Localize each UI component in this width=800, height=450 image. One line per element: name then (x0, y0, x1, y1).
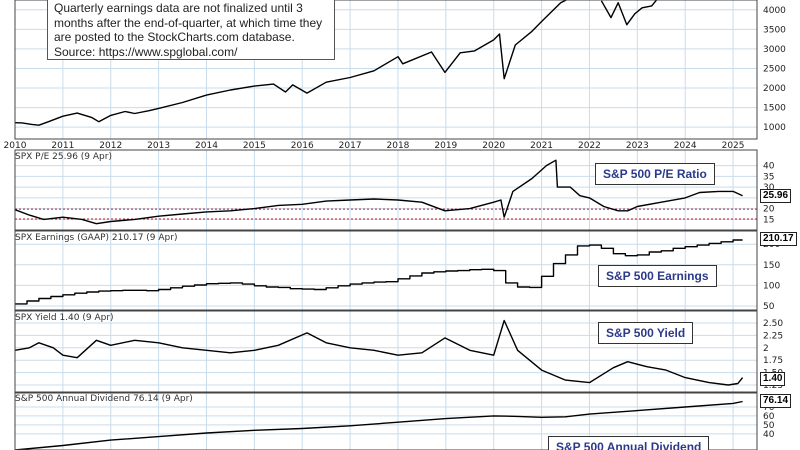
note-line: Quarterly earnings data are not finalize… (54, 1, 303, 15)
y-tick-label: 15 (763, 215, 774, 225)
dividend-last-value: 76.14 (760, 394, 792, 408)
y-tick-label: 60 (763, 412, 775, 422)
y-tick-label: 20 (763, 205, 775, 215)
x-tick-label: 2012 (99, 141, 122, 151)
yield-series-line (14, 319, 744, 386)
x-tick-label: 2013 (147, 141, 170, 151)
y-tick-label: 3500 (763, 25, 786, 35)
yield-last-value: 1.40 (760, 372, 786, 386)
x-tick-label: 2019 (434, 141, 457, 151)
x-tick-label: 2011 (51, 141, 74, 151)
y-tick-label: 1.75 (763, 356, 783, 366)
yield-panel-frame (14, 310, 758, 393)
earnings-series-line (15, 239, 743, 305)
earnings-note: Quarterly earnings data are not finalize… (47, 0, 335, 60)
x-tick-label: 2017 (339, 141, 362, 151)
earnings-last-value: 210.17 (760, 232, 797, 246)
x-tick-label: 2023 (626, 141, 649, 151)
y-tick-label: 2000 (763, 84, 786, 94)
y-tick-label: 2500 (763, 64, 786, 74)
y-tick-label: 40 (763, 162, 775, 172)
earnings-panel-label: S&P 500 Earnings (598, 265, 717, 287)
dividend-panel-label: S&P 500 Annual Dividend (548, 436, 710, 450)
x-tick-label: 2020 (482, 141, 505, 151)
note-line: months after the end-of-quarter, at whic… (54, 15, 323, 30)
note-line: Source: https://www.spglobal.com/ (54, 44, 238, 59)
y-tick-label: 50 (763, 421, 775, 431)
dividend-panel-title: S&P 500 Annual Dividend 76.14 (9 Apr) (15, 394, 193, 404)
y-tick-label: 1000 (763, 123, 786, 133)
y-tick-label: 35 (763, 172, 774, 182)
y-tick-label: 1500 (763, 104, 786, 114)
earnings-panel-title: SPX Earnings (GAAP) 210.17 (9 Apr) (15, 233, 178, 243)
y-tick-label: 4000 (763, 6, 786, 16)
y-tick-label: 100 (763, 281, 780, 291)
pe-series-line (14, 159, 743, 225)
dividend-series-line (14, 400, 743, 450)
yield-panel-label: S&P 500 Yield (598, 322, 694, 344)
y-tick-label: 40 (763, 430, 775, 440)
y-tick-label: 3000 (763, 45, 786, 55)
x-tick-label: 2016 (291, 141, 314, 151)
y-tick-label: 1.25 (763, 381, 783, 391)
price-series-line (14, 0, 568, 126)
y-tick-label: 50 (763, 302, 775, 312)
y-tick-label: 2 (763, 344, 769, 354)
x-tick-label: 2014 (195, 141, 218, 151)
pe-panel-label: S&P 500 P/E Ratio (595, 163, 715, 185)
pe-panel-frame (14, 149, 758, 231)
x-tick-label: 2022 (578, 141, 601, 151)
note-line: are posted to the StockCharts.com databa… (54, 30, 295, 44)
x-tick-label: 2015 (243, 141, 266, 151)
x-tick-label: 2010 (4, 141, 27, 151)
x-tick-label: 2025 (722, 141, 745, 151)
pe-panel-title: SPX P/E 25.96 (9 Apr) (15, 152, 112, 162)
dividend-panel-frame (14, 392, 758, 450)
y-tick-label: 2.25 (763, 331, 783, 341)
price-series-line (600, 0, 658, 26)
y-tick-label: 30 (763, 183, 775, 193)
y-tick-label: 150 (763, 261, 780, 271)
yield-panel-title: SPX Yield 1.40 (9 Apr) (15, 313, 114, 323)
earnings-panel-frame (14, 230, 758, 311)
x-tick-label: 2018 (387, 141, 410, 151)
y-tick-label: 2.50 (763, 319, 783, 329)
x-tick-label: 2024 (674, 141, 697, 151)
x-tick-label: 2021 (530, 141, 553, 151)
price-panel-frame (14, 0, 758, 140)
pe-last-value: 25.96 (760, 189, 792, 203)
